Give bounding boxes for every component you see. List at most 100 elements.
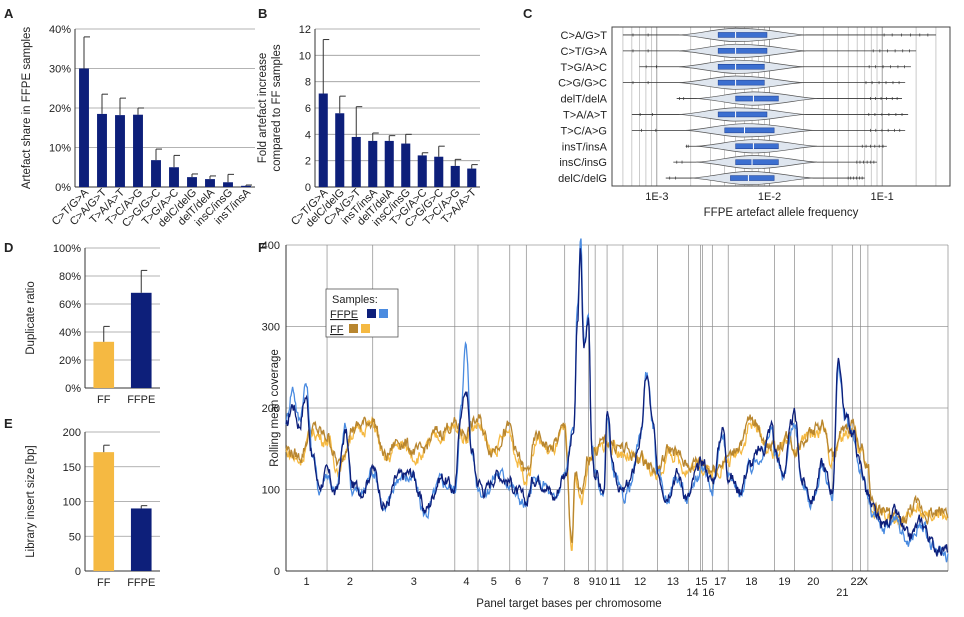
bar [130,508,152,571]
bar [434,156,444,187]
y-axis-title: Library insert size [bp] [25,445,37,558]
panel-letter: A [4,6,14,21]
y-tick-label: 20% [49,103,71,115]
y-tick-label: insT/insA [562,141,608,153]
y-tick-label: 20% [59,355,81,367]
legend-swatch [379,309,388,318]
chromosome-label: 13 [667,576,679,588]
y-tick-label: 0% [65,383,81,395]
y-axis-title: Fold artefact increase [257,53,269,164]
bar [79,68,89,187]
panel-letter: D [4,240,13,255]
box [735,143,779,149]
y-tick-label: 40% [49,24,71,36]
panel-e: E 0 50 100 150 200 FF FFPE Library insert size [… [4,416,160,589]
legend-swatch [349,324,358,333]
y-tick-label: 400 [262,240,280,252]
box [717,64,765,70]
y-tick-label: delT/delA [561,94,608,106]
chromosome-label: 16 [702,587,714,599]
y-axis-title: Rolling mean coverage [269,349,281,467]
chromosome-label: 3 [411,576,417,588]
bar [335,113,345,187]
y-tick-label: 10 [299,50,311,62]
box [724,127,775,134]
box [735,95,779,102]
x-axis-title: Panel target bases per chromosome [476,598,661,610]
chromosome-label: 15 [695,576,707,588]
x-tick-label: 1E-1 [871,191,894,203]
box [717,48,768,54]
chromosome-label: 17 [714,576,726,588]
chromosome-label: 9 [589,576,595,588]
y-tick-label: 4 [305,129,311,141]
y-tick-label: 50 [69,531,81,543]
y-tick-label: 100 [262,485,280,497]
plot-frame [611,26,951,187]
y-axis-title: Artefact share in FFPE samples [21,27,33,190]
bar [241,185,251,187]
bar [93,452,115,571]
box [730,175,775,181]
x-tick-label: FFPE [127,394,155,406]
y-tick-label: 0 [274,566,280,578]
chromosome-label: X [861,576,869,588]
chromosome-label: 19 [778,576,790,588]
y-tick-label: T>G/A>C [561,62,608,74]
panel-letter: B [258,6,267,21]
chromosome-label: 8 [574,576,580,588]
legend-swatch [367,309,376,318]
x-tick-label: 1E-3 [645,191,668,203]
chromosome-label: 1 [303,576,309,588]
bar [467,168,477,187]
y-axis-title: Duplicate ratio [25,281,37,355]
chromosome-label: 4 [463,576,469,588]
coverage-line [285,416,949,552]
bar [417,155,427,187]
y-tick-label: C>T/G>A [561,46,608,58]
bar [169,167,179,187]
y-tick-label: 100% [53,243,81,255]
bar [223,182,233,187]
chromosome-label: 20 [807,576,819,588]
bar [151,160,161,187]
bar [187,177,197,187]
legend-label: FFPE [330,309,358,321]
y-tick-label: T>A/A>T [563,109,607,121]
y-tick-label: 0 [305,182,311,194]
box [735,159,779,165]
chromosome-label: 6 [515,576,521,588]
chromosome-label: 11 [609,576,620,588]
y-tick-label: T>C/A>G [561,125,607,137]
y-tick-label: 8 [305,77,311,89]
box [717,32,768,38]
bar [115,115,125,187]
bar [93,341,115,388]
chromosome-label: 21 [836,587,848,599]
y-tick-label: 80% [59,271,81,283]
y-tick-label: 40% [59,327,81,339]
x-tick-label: 1E-2 [758,191,781,203]
box [717,79,765,86]
panel-c: C 1E-3 1E-2 1E-1 FFPE artefact allele freque… [523,6,951,219]
bar [368,140,378,187]
y-tick-label: 10% [49,143,71,155]
y-tick-label: 0% [55,182,71,194]
x-tick-label: FFPE [127,577,155,589]
legend-label: FF [330,324,344,336]
panel-a: A0%10%20%30%40%C>T/G>AC>A/G>TT>A/A>TT>C/… [4,6,255,230]
panel-letter: C [523,6,533,21]
coverage-line [285,238,949,563]
bar [133,114,143,187]
bar [205,179,215,187]
panel-letter: E [4,416,13,431]
y-tick-label: 150 [63,462,81,474]
y-tick-label: 2 [305,156,311,168]
bar [318,93,328,187]
y-tick-label: 12 [299,24,311,36]
y-axis-title: compared to FF samples [271,44,283,171]
chromosome-label: 10 [595,576,607,588]
bar [450,165,460,187]
chromosome-label: 7 [542,576,548,588]
